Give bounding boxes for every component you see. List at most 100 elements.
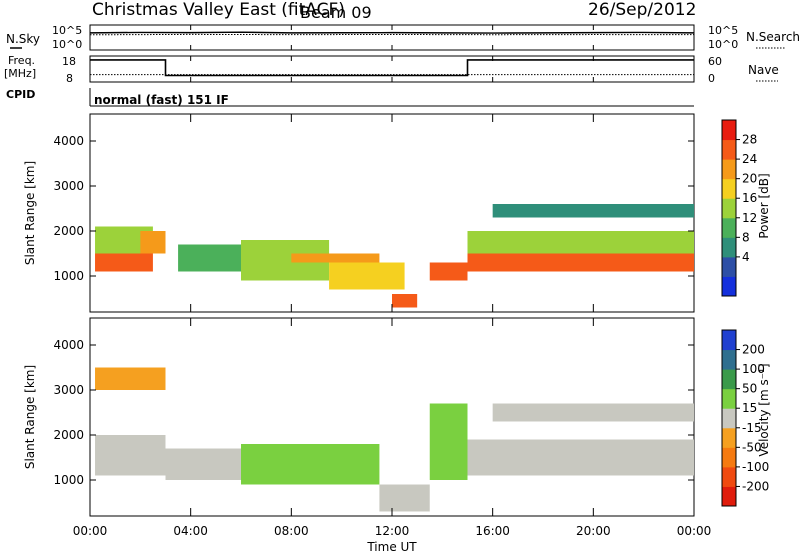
colorbar-tick-label: -50 xyxy=(742,440,762,454)
y-tick-label: 4000 xyxy=(53,338,84,352)
colorbar-tick-label: 12 xyxy=(742,211,757,225)
power-y-ticks: 1000 2000 3000 4000 xyxy=(53,134,694,283)
colorbar-tick-label: 200 xyxy=(742,343,765,357)
freq-series xyxy=(90,59,694,77)
y-tick-label: 2000 xyxy=(53,224,84,238)
colorbar-swatch xyxy=(722,388,736,409)
colorbar-tick-label: 16 xyxy=(742,191,757,205)
colorbar-swatch xyxy=(722,237,736,258)
power-ylabel: Slant Range [km] xyxy=(23,161,37,265)
colorbar-swatch xyxy=(722,486,736,507)
y-tick-label: 4000 xyxy=(53,134,84,148)
x-tick-label: 04:00 xyxy=(173,524,208,538)
noise-right-label: N.Search xyxy=(746,30,800,44)
scatter-band xyxy=(291,253,380,263)
x-tick-label: 08:00 xyxy=(274,524,309,538)
colorbar-tick-label: -100 xyxy=(742,460,769,474)
freq-left-label-1: Freq. xyxy=(8,54,35,67)
scatter-band xyxy=(392,294,418,308)
colorbar-swatch xyxy=(722,120,736,141)
scatter-band xyxy=(95,253,153,272)
scatter-band xyxy=(241,444,380,485)
colorbar-swatch xyxy=(722,427,736,448)
colorbar-tick-label: 8 xyxy=(742,230,750,244)
scatter-band xyxy=(95,367,166,390)
power-bands xyxy=(95,204,694,308)
scatter-band xyxy=(379,484,430,512)
noise-left-tick-bottom: 10^0 xyxy=(52,38,82,51)
freq-right-tick-top: 60 xyxy=(708,55,722,68)
noise-left-label: N.Sky xyxy=(6,32,40,46)
velocity-y-ticks: 1000 2000 3000 4000 xyxy=(53,338,694,487)
colorbar-frame xyxy=(721,119,737,297)
colorbar-swatch xyxy=(722,447,736,468)
y-tick-label: 2000 xyxy=(53,428,84,442)
frequency-panel: Freq. [MHz] 18 8 60 0 Nave xyxy=(4,54,779,85)
colorbar-tick-label: 100 xyxy=(742,362,765,376)
velocity-colorbar: 200 100 50 15 -15 -50 -100 -200 xyxy=(721,329,769,507)
colorbar-frame xyxy=(721,329,737,507)
scatter-band xyxy=(329,262,405,290)
beam-label: Beam 09 xyxy=(300,3,372,22)
colorbar-swatch xyxy=(722,198,736,219)
scatter-band xyxy=(467,253,694,272)
y-tick-label: 1000 xyxy=(53,473,84,487)
colorbar-tick-label: 24 xyxy=(742,152,757,166)
colorbar-tick-label: 20 xyxy=(742,172,757,186)
date-label: 26/Sep/2012 xyxy=(588,0,696,20)
colorbar-tick-label: 50 xyxy=(742,382,757,396)
station-title: Christmas Valley East (fitACF) xyxy=(92,0,345,20)
power-colorbar-label: Power [dB] xyxy=(757,173,771,238)
cpid-mode: normal (fast) 151 IF xyxy=(94,93,229,107)
colorbar-tick-label: -15 xyxy=(742,421,762,435)
x-tick-label: 12:00 xyxy=(375,524,410,538)
scatter-band xyxy=(467,231,694,254)
scatter-band xyxy=(492,403,694,422)
y-tick-label: 3000 xyxy=(53,383,84,397)
scatter-band xyxy=(429,262,468,281)
colorbar-swatch xyxy=(722,276,736,297)
noise-sky-series xyxy=(89,31,695,34)
colorbar-swatch xyxy=(722,408,736,429)
freq-right-tick-bottom: 0 xyxy=(708,72,715,85)
freq-left-tick-top: 18 xyxy=(62,55,76,68)
noise-right-tick-top: 10^5 xyxy=(708,24,738,37)
x-tick-label: 00:00 xyxy=(677,524,712,538)
velocity-panel: 1000 2000 3000 4000 Slant Range [km] xyxy=(23,317,695,517)
freq-right-label: Nave xyxy=(748,63,779,77)
colorbar-swatch xyxy=(722,369,736,390)
noise-panel: N.Sky 10^5 10^0 10^5 10^0 N.Search xyxy=(6,24,800,51)
x-axis: 00:00 04:00 08:00 12:00 16:00 20:00 00:00 xyxy=(73,25,712,538)
cpid-label: CPID xyxy=(6,88,35,101)
colorbar-tick-label: 4 xyxy=(742,250,750,264)
colorbar-swatch xyxy=(722,159,736,180)
colorbar-tick-label: -200 xyxy=(742,479,769,493)
freq-left-tick-bottom: 8 xyxy=(66,72,73,85)
colorbar-swatch xyxy=(722,349,736,370)
scatter-band xyxy=(429,403,468,480)
scatter-band xyxy=(467,439,694,476)
colorbar-swatch xyxy=(722,217,736,238)
freq-left-label-2: [MHz] xyxy=(4,67,36,80)
colorbar-swatch xyxy=(722,466,736,487)
scatter-band xyxy=(140,231,166,254)
colorbar-swatch xyxy=(722,256,736,277)
x-axis-label: Time UT xyxy=(366,540,417,554)
colorbar-swatch xyxy=(722,330,736,351)
scatter-band xyxy=(492,204,694,218)
noise-right-tick-bottom: 10^0 xyxy=(708,38,738,51)
velocity-ylabel: Slant Range [km] xyxy=(23,365,37,469)
x-tick-label: 00:00 xyxy=(73,524,108,538)
power-colorbar: 28 24 20 16 12 8 4 xyxy=(721,119,757,297)
colorbar-tick-label: 28 xyxy=(742,133,757,147)
colorbar-swatch xyxy=(722,139,736,160)
scatter-band xyxy=(95,435,166,476)
scatter-band xyxy=(178,244,241,272)
x-tick-label: 20:00 xyxy=(576,524,611,538)
noise-left-tick-top: 10^5 xyxy=(52,24,82,37)
colorbar-swatch xyxy=(722,178,736,199)
velocity-colorbar-label: Velocity [m s⁻¹] xyxy=(757,363,771,456)
x-tick-label: 16:00 xyxy=(475,524,510,538)
y-tick-label: 1000 xyxy=(53,269,84,283)
